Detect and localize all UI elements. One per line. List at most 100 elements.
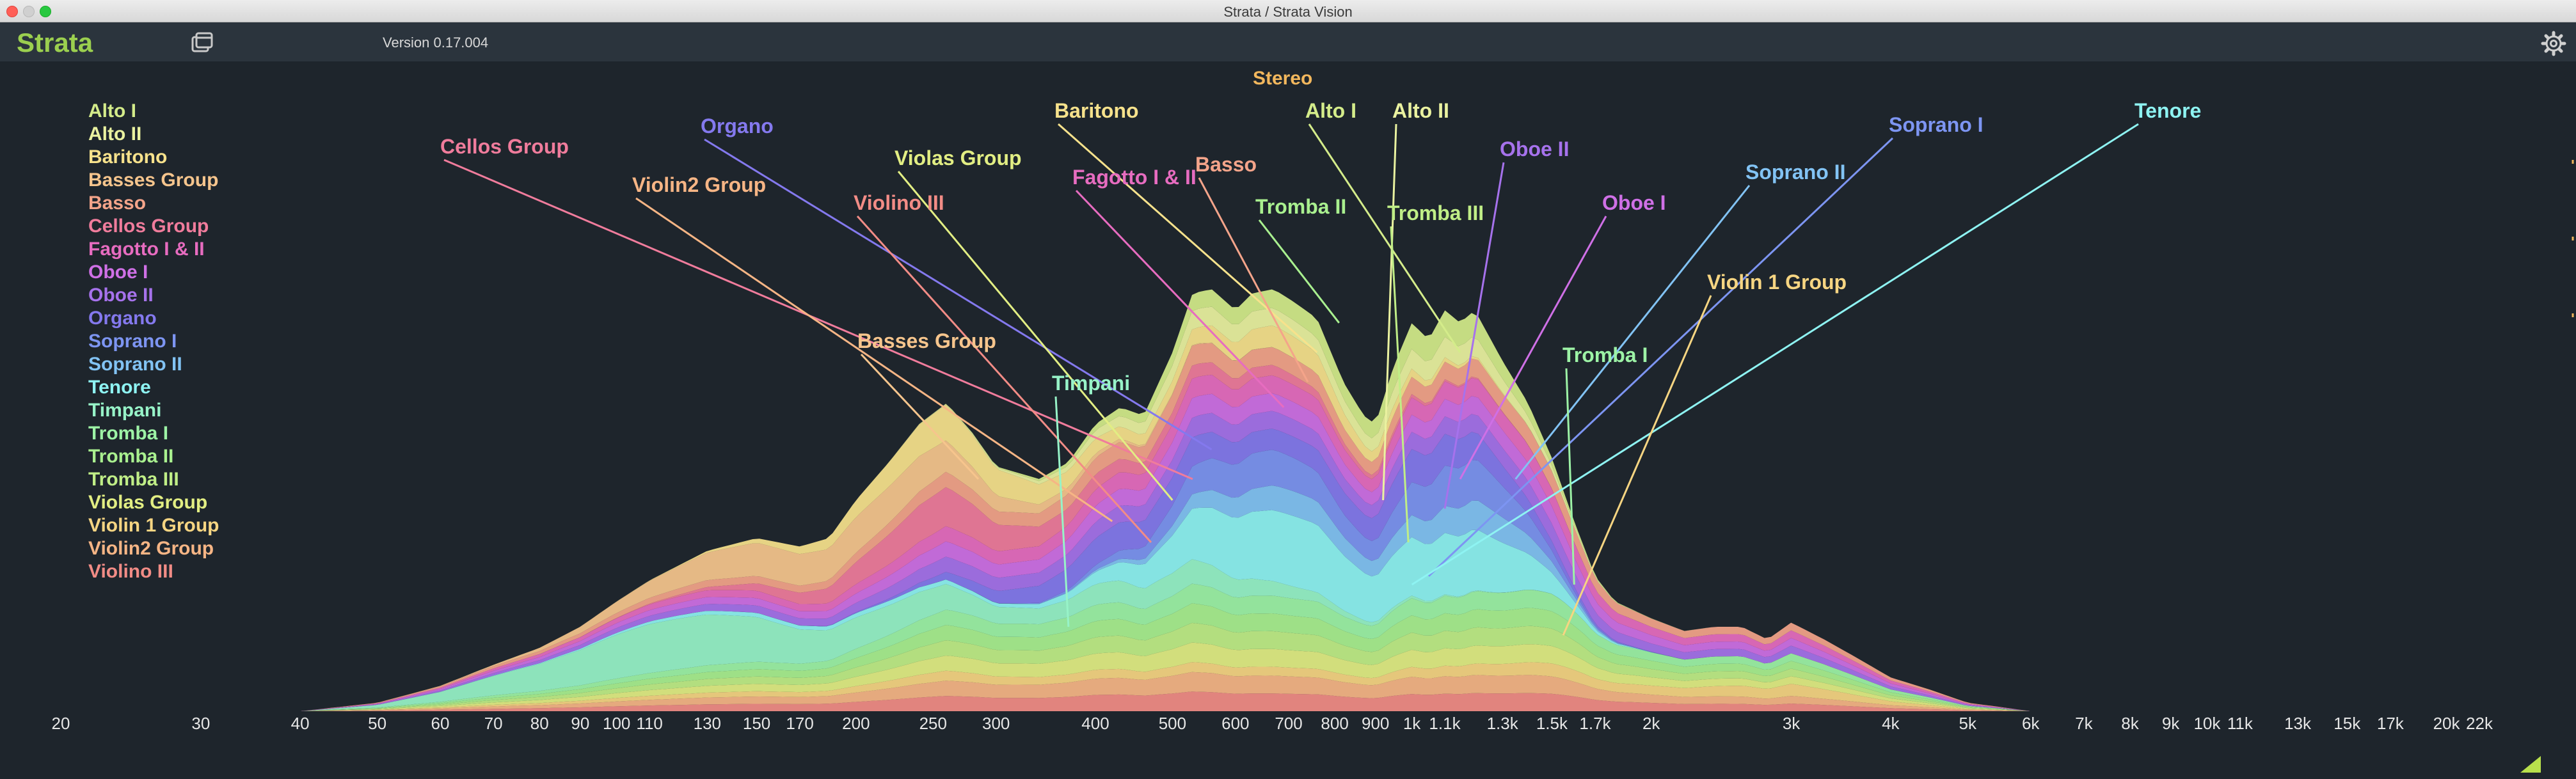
instrument-callout-label[interactable]: Cellos Group <box>440 135 569 158</box>
instrument-callout-label[interactable]: Organo <box>701 114 774 138</box>
spectrum-layer <box>300 393 2031 711</box>
callout-leader-line <box>1198 177 1309 382</box>
callout-leader-line <box>704 138 1212 451</box>
callout-leader-line <box>1075 189 1285 408</box>
legend-item[interactable]: Soprano II <box>88 354 182 375</box>
frequency-axis: 20 30 40 50 60 70 80 90 100 110 130 150 170 200 250 300… <box>0 714 2576 739</box>
frequency-tick-label: 60 <box>431 714 450 733</box>
frequency-tick-label: 300 <box>982 714 1010 733</box>
toolbar: Strata Version 0.17.004 <box>0 22 2576 61</box>
callout-leader-line <box>1443 162 1505 509</box>
frequency-tick-label: 20 <box>51 714 70 733</box>
legend-item[interactable]: Tenore <box>88 377 151 398</box>
close-window-button[interactable] <box>6 6 18 17</box>
stereo-mode-label[interactable]: Stereo <box>1253 68 1313 89</box>
legend-item[interactable]: Cellos Group <box>88 216 209 237</box>
window-titlebar: Strata / Strata Vision <box>0 0 2576 22</box>
frequency-tick-label: 2k <box>1642 714 1660 733</box>
legend-item[interactable]: Organo <box>88 308 157 329</box>
instrument-callout-label[interactable]: Basso <box>1195 153 1257 176</box>
frequency-tick-label: 17k <box>2376 714 2404 733</box>
frequency-tick-label: 10k <box>2193 714 2221 733</box>
instrument-callout-label[interactable]: Tromba III <box>1387 201 1484 224</box>
gear-icon[interactable] <box>2540 30 2567 57</box>
legend-item[interactable]: Basses Group <box>88 169 219 191</box>
zoom-window-button[interactable] <box>40 6 51 17</box>
legend-item[interactable]: Alto II <box>88 123 142 145</box>
callout-leader-line <box>1411 123 2139 586</box>
legend-item[interactable]: Baritono <box>88 146 168 168</box>
legend-item[interactable]: Violino III <box>88 561 173 582</box>
callout-leader-line <box>1515 185 1751 480</box>
spectrum-layer <box>300 507 2031 711</box>
windows-icon[interactable] <box>189 30 215 56</box>
callout-leader-line <box>860 353 980 480</box>
legend-item[interactable]: Tromba III <box>88 469 179 490</box>
frequency-tick-label: 5k <box>1959 714 1977 733</box>
instrument-callout-label[interactable]: Timpani <box>1052 372 1130 395</box>
instrument-callout-label[interactable]: Soprano II <box>1745 161 1845 184</box>
instrument-callout-label[interactable]: Violin 1 Group <box>1707 271 1847 294</box>
spectrum-layer <box>300 642 2031 711</box>
instrument-callout-label[interactable]: Oboe II <box>1500 138 1569 161</box>
scroll-indicator <box>2572 160 2574 317</box>
instrument-callout-label[interactable]: Tromba II <box>1255 195 1346 218</box>
legend-item[interactable]: Tromba I <box>88 423 169 444</box>
frequency-tick-label: 500 <box>1158 714 1187 733</box>
spectrum-layer <box>300 485 2031 711</box>
spectrum-layer <box>300 622 2031 711</box>
frequency-tick-label: 11k <box>2227 714 2253 733</box>
legend-item[interactable]: Alto I <box>88 100 136 122</box>
callout-leader-line <box>1308 123 1461 353</box>
instrument-callout-label[interactable]: Alto II <box>1392 99 1449 122</box>
callout-leader-line <box>443 159 1193 480</box>
frequency-tick-label: 40 <box>290 714 310 733</box>
instrument-callout-label[interactable]: Soprano I <box>1889 113 1984 136</box>
instrument-callout-label[interactable]: Tenore <box>2135 99 2201 122</box>
frequency-tick-label: 250 <box>919 714 947 733</box>
frequency-tick-label: 50 <box>368 714 387 733</box>
frequency-tick-label: 1k <box>1403 714 1421 733</box>
legend-item[interactable]: Tromba II <box>88 446 174 467</box>
instrument-callout-label[interactable]: Violin2 Group <box>632 173 766 196</box>
instrument-callout-label[interactable]: Violino III <box>854 191 944 214</box>
legend-item[interactable]: Violas Group <box>88 492 208 513</box>
callout-leader-line <box>897 171 1173 501</box>
callout-leader-line <box>1258 219 1340 324</box>
instrument-callout-label[interactable]: Violas Group <box>894 146 1022 169</box>
legend-item[interactable]: Violin2 Group <box>88 538 214 559</box>
legend-item[interactable]: Soprano I <box>88 331 177 352</box>
spectrum-layer <box>300 411 2031 711</box>
frequency-tick-label: 20k <box>2433 714 2460 733</box>
instrument-callout-label[interactable]: Basses Group <box>857 329 996 352</box>
legend-item[interactable]: Oboe II <box>88 285 154 306</box>
callout-leader-line <box>1054 396 1070 627</box>
frequency-tick-label: 700 <box>1275 714 1303 733</box>
frequency-tick-label: 1.7k <box>1579 714 1611 733</box>
spectrum-layer <box>300 583 2031 711</box>
frequency-tick-label: 170 <box>786 714 814 733</box>
instrument-callout-label[interactable]: Tromba I <box>1562 343 1648 366</box>
spectrum-layer <box>300 342 2031 711</box>
minimize-window-button[interactable] <box>23 6 35 17</box>
legend-item[interactable]: Timpani <box>88 400 162 421</box>
instrument-callout-label[interactable]: Baritono <box>1054 99 1139 122</box>
frequency-tick-label: 30 <box>191 714 211 733</box>
frequency-tick-label: 8k <box>2121 714 2139 733</box>
legend-item[interactable]: Oboe I <box>88 262 148 283</box>
instrument-callout-label[interactable]: Oboe I <box>1602 191 1666 214</box>
instrument-callout-label[interactable]: Alto I <box>1305 99 1356 122</box>
callout-leader-line <box>1382 123 1397 501</box>
instrument-callout-label[interactable]: Fagotto I & II <box>1072 166 1197 189</box>
play-arrow-icon[interactable] <box>2518 755 2543 774</box>
spectrum-layer <box>300 603 2031 711</box>
spectrum-layer <box>300 362 2031 711</box>
spectrum-layer <box>300 559 2031 711</box>
spectrum-layer <box>300 672 2031 711</box>
frequency-tick-label: 13k <box>2284 714 2311 733</box>
legend-item[interactable]: Violin 1 Group <box>88 515 219 536</box>
frequency-tick-label: 900 <box>1361 714 1390 733</box>
legend-item[interactable]: Basso <box>88 193 147 214</box>
legend-item[interactable]: Fagotto I & II <box>88 239 205 260</box>
